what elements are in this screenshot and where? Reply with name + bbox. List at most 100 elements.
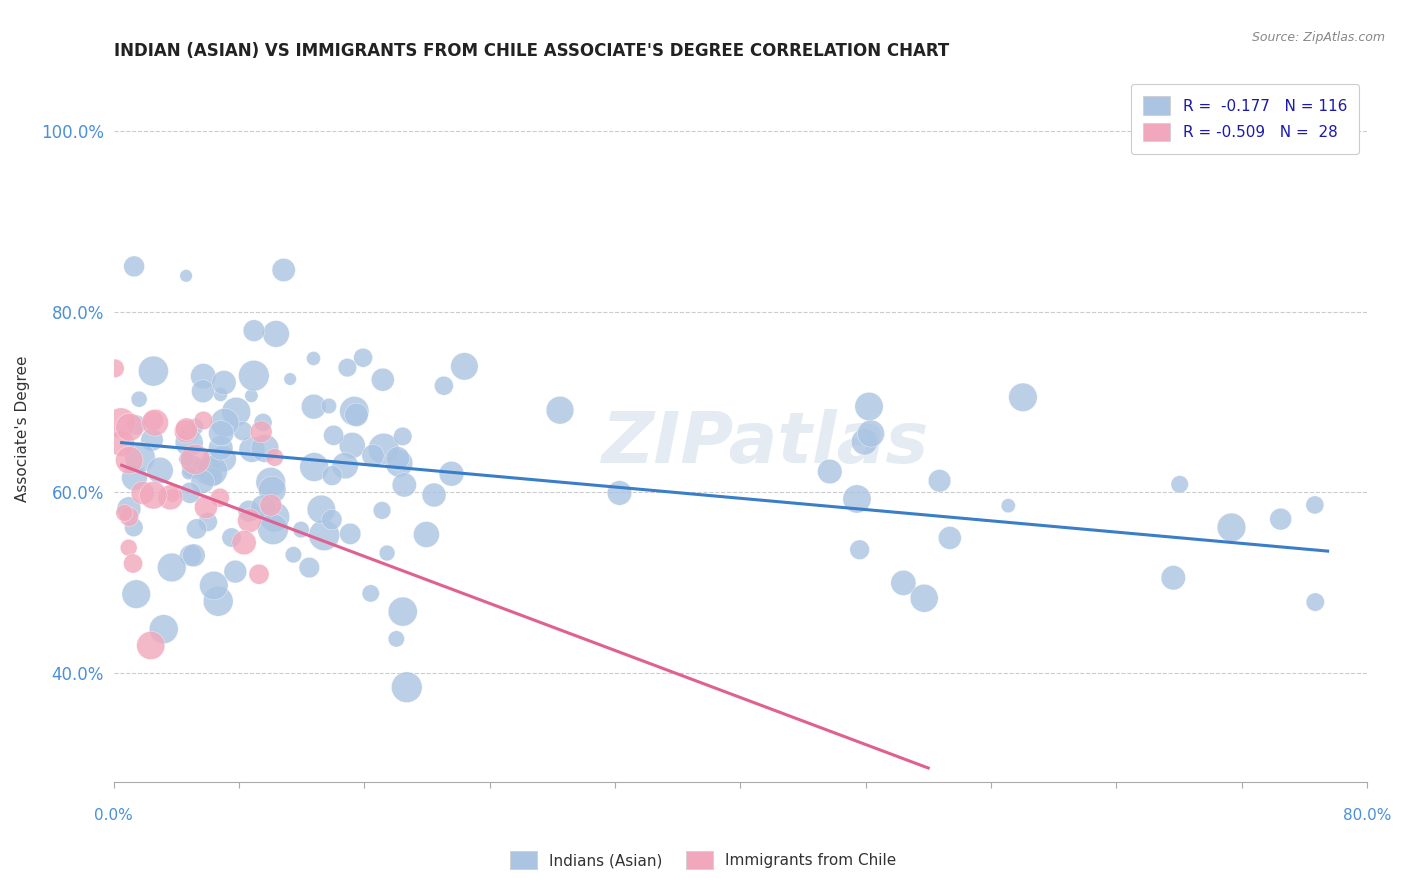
Point xyxy=(1220,520,1243,534)
Point xyxy=(848,542,870,557)
Point xyxy=(129,450,152,465)
Point xyxy=(395,680,418,694)
Point xyxy=(125,587,148,601)
Text: INDIAN (ASIAN) VS IMMIGRANTS FROM CHILE ASSOCIATE'S DEGREE CORRELATION CHART: INDIAN (ASIAN) VS IMMIGRANTS FROM CHILE … xyxy=(114,42,949,60)
Point xyxy=(1163,571,1185,585)
Point xyxy=(201,464,224,478)
Point xyxy=(247,567,270,582)
Point xyxy=(209,387,232,401)
Point xyxy=(302,400,325,414)
Point xyxy=(224,565,246,579)
Point xyxy=(243,324,266,338)
Point xyxy=(179,485,201,500)
Point xyxy=(179,435,201,450)
Point xyxy=(252,416,274,430)
Text: 80.0%: 80.0% xyxy=(1343,808,1391,823)
Point xyxy=(131,486,153,500)
Point xyxy=(263,450,285,465)
Point xyxy=(177,466,200,480)
Point xyxy=(373,442,395,456)
Point xyxy=(139,639,162,653)
Point xyxy=(141,433,163,447)
Point xyxy=(174,268,197,283)
Point xyxy=(314,528,336,542)
Point xyxy=(207,594,229,608)
Point xyxy=(433,378,456,392)
Point xyxy=(179,425,201,440)
Point xyxy=(212,452,235,467)
Point xyxy=(250,425,273,439)
Point xyxy=(260,475,283,490)
Point xyxy=(110,416,132,430)
Point xyxy=(191,475,214,489)
Point xyxy=(997,499,1019,513)
Point xyxy=(159,491,181,505)
Point xyxy=(238,514,260,528)
Point xyxy=(118,541,141,555)
Point xyxy=(1168,477,1191,491)
Point xyxy=(262,522,284,536)
Point xyxy=(180,549,202,563)
Point xyxy=(453,359,475,374)
Point xyxy=(342,438,364,452)
Point xyxy=(893,575,915,590)
Point xyxy=(1012,390,1035,404)
Point xyxy=(202,578,225,592)
Point xyxy=(273,263,295,277)
Point xyxy=(264,326,287,341)
Point xyxy=(394,478,416,492)
Point xyxy=(176,422,198,436)
Point xyxy=(193,413,215,427)
Point xyxy=(233,535,256,549)
Point xyxy=(197,450,219,465)
Point xyxy=(859,426,882,441)
Point xyxy=(415,527,437,541)
Point xyxy=(221,531,243,545)
Legend: Indians (Asian), Immigrants from Chile: Indians (Asian), Immigrants from Chile xyxy=(503,845,903,875)
Point xyxy=(333,458,356,473)
Point xyxy=(283,548,305,562)
Point xyxy=(360,586,382,600)
Point xyxy=(174,425,197,439)
Point xyxy=(208,491,231,505)
Point xyxy=(122,557,145,571)
Point xyxy=(186,522,208,536)
Point xyxy=(118,509,141,524)
Point xyxy=(232,424,254,438)
Point xyxy=(142,488,165,502)
Point xyxy=(240,389,263,403)
Point xyxy=(262,483,284,497)
Point xyxy=(112,506,135,520)
Point xyxy=(336,360,359,375)
Point xyxy=(162,488,184,502)
Point xyxy=(318,399,340,413)
Point xyxy=(104,361,127,376)
Point xyxy=(260,498,283,512)
Point xyxy=(1303,498,1326,512)
Point xyxy=(142,414,165,428)
Point xyxy=(343,404,366,418)
Point xyxy=(184,452,207,467)
Point xyxy=(321,513,343,527)
Point xyxy=(290,523,312,537)
Point xyxy=(939,531,962,545)
Point xyxy=(152,622,174,636)
Point xyxy=(387,451,409,466)
Point xyxy=(385,632,408,646)
Point xyxy=(302,351,325,366)
Point xyxy=(238,504,260,518)
Point xyxy=(212,376,235,390)
Text: 0.0%: 0.0% xyxy=(94,808,134,823)
Point xyxy=(142,364,165,378)
Point xyxy=(118,453,141,467)
Point xyxy=(609,486,631,500)
Point xyxy=(352,351,374,365)
Point xyxy=(176,452,198,467)
Point xyxy=(912,591,935,606)
Point xyxy=(375,546,398,560)
Point xyxy=(253,442,276,456)
Point xyxy=(298,560,321,574)
Y-axis label: Associate's Degree: Associate's Degree xyxy=(15,356,30,502)
Point xyxy=(1303,595,1326,609)
Point xyxy=(209,441,232,455)
